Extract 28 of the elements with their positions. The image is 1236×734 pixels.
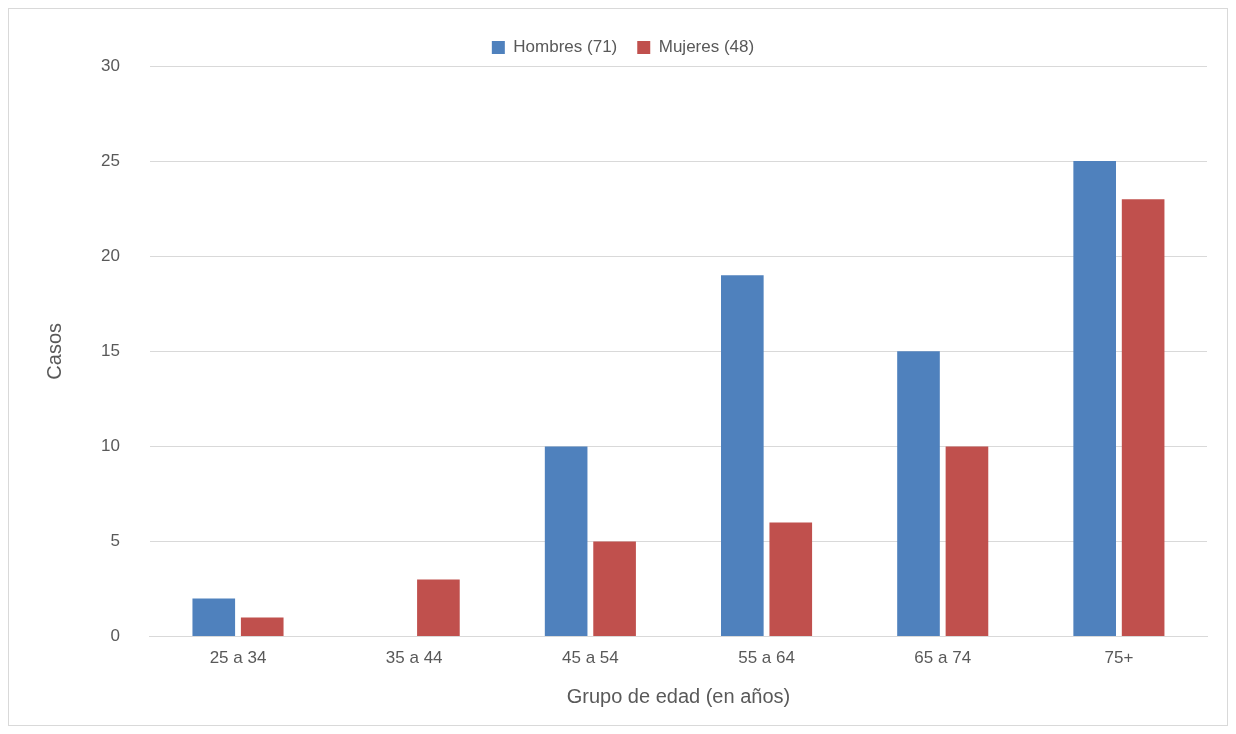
y-tick-label: 15 xyxy=(100,340,120,360)
x-tick-label: 45 a 54 xyxy=(562,648,619,668)
x-tick-label: 35 a 44 xyxy=(385,648,443,668)
bar xyxy=(1073,161,1116,637)
bar xyxy=(945,446,989,637)
bar xyxy=(721,275,764,637)
legend-label: Hombres (71) xyxy=(513,37,618,57)
x-tick-label: 25 a 34 xyxy=(209,648,267,668)
bar xyxy=(192,598,236,637)
x-tick-label: 55 a 64 xyxy=(738,648,795,668)
x-axis-title: Grupo de edad (en años) xyxy=(566,684,791,707)
legend-label: Mujeres (48) xyxy=(658,37,755,57)
x-tick-label: 65 a 74 xyxy=(914,648,972,668)
y-tick-label: 20 xyxy=(100,245,120,265)
bar xyxy=(417,579,460,637)
bar xyxy=(544,446,588,637)
y-tick-label: 5 xyxy=(110,531,120,551)
bar xyxy=(897,351,940,637)
x-tick-label: 75+ xyxy=(1104,648,1134,668)
y-tick-label: 30 xyxy=(100,55,120,75)
bar xyxy=(769,522,813,637)
y-tick-label: 10 xyxy=(100,436,120,456)
y-axis-title: Casos xyxy=(42,322,65,380)
bar xyxy=(240,617,284,637)
bar xyxy=(593,541,636,637)
y-tick-label: 0 xyxy=(110,626,120,646)
y-tick-label: 25 xyxy=(100,150,120,170)
bar xyxy=(1121,199,1165,637)
